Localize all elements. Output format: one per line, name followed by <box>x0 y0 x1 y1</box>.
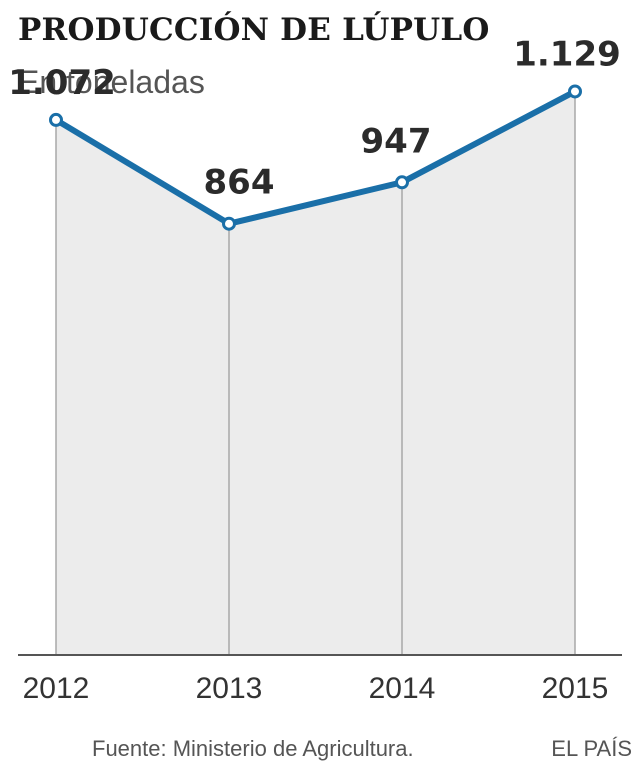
data-point-2014 <box>395 175 409 190</box>
x-tick-label-2012: 2012 <box>23 672 90 705</box>
value-label-2015: 1.129 <box>513 34 621 74</box>
data-point-2013 <box>222 216 236 231</box>
publisher-brand: EL PAÍS <box>551 736 632 761</box>
chart-title: PRODUCCIÓN DE LÚPULO <box>18 12 490 48</box>
chart-subtitle: En toneladas <box>18 64 205 100</box>
value-label-2012: 1.072 <box>8 63 116 103</box>
x-tick-label-2013: 2013 <box>196 672 263 705</box>
x-tick-label-2015: 2015 <box>542 672 609 705</box>
series-line <box>53 88 578 227</box>
value-label-2014: 947 <box>361 121 432 161</box>
data-point-2015 <box>568 84 582 99</box>
source-note: Fuente: Ministerio de Agricultura. <box>92 736 414 761</box>
value-label-2013: 864 <box>204 163 275 203</box>
area-fill <box>56 91 575 655</box>
x-tick-label-2014: 2014 <box>369 672 436 705</box>
data-point-2012 <box>49 112 63 127</box>
